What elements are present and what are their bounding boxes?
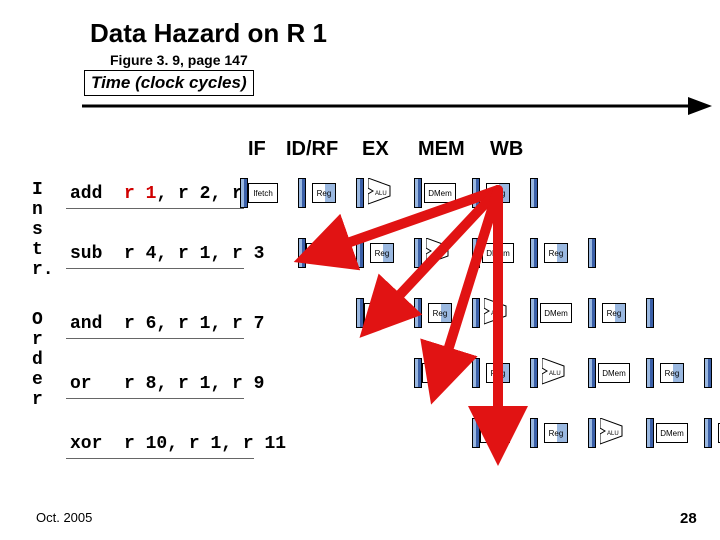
pipeline-latch-bar [530, 238, 538, 268]
pipeline-latch-bar [472, 238, 480, 268]
pipeline-latch-bar [472, 178, 480, 208]
pipeline-latch-bar [472, 418, 480, 448]
pipeline-latch-bar [356, 178, 364, 208]
pipeline-latch-bar [646, 298, 654, 328]
stage-ifetch: Ifetch [422, 363, 452, 383]
alu-icon: ALU [600, 418, 626, 453]
stage-dmem: DMem [656, 423, 688, 443]
stage-reg-read: Reg [544, 423, 568, 443]
stage-reg-write: Reg [660, 363, 684, 383]
stage-reg-write: Reg [602, 303, 626, 323]
pipeline-latch-bar [530, 298, 538, 328]
stage-dmem: DMem [424, 183, 456, 203]
alu-icon: ALU [426, 238, 452, 273]
pipeline-latch-bar [240, 178, 248, 208]
stage-reg-write: Reg [544, 243, 568, 263]
stage-reg-read: Reg [486, 363, 510, 383]
pipeline-latch-bar [646, 418, 654, 448]
pipeline-latch-bar [704, 418, 712, 448]
pipeline-latch-bar [704, 358, 712, 388]
stage-reg-read: Reg [370, 243, 394, 263]
stage-ifetch: Ifetch [364, 303, 394, 323]
stage-dmem: DMem [540, 303, 572, 323]
svg-text:ALU: ALU [549, 371, 561, 377]
pipeline-diagram: Ifetch Reg ALU DMem Reg Ifetch Reg ALU DMem Reg If… [0, 0, 720, 540]
svg-text:ALU: ALU [491, 311, 503, 317]
pipeline-latch-bar [530, 358, 538, 388]
pipeline-latch-bar [414, 298, 422, 328]
pipeline-latch-bar [414, 358, 422, 388]
stage-ifetch: Ifetch [480, 423, 510, 443]
pipeline-latch-bar [472, 358, 480, 388]
pipeline-latch-bar [298, 238, 306, 268]
pipeline-latch-bar [530, 418, 538, 448]
stage-reg-read: Reg [312, 183, 336, 203]
stage-dmem: DMem [482, 243, 514, 263]
stage-reg-write: Reg [486, 183, 510, 203]
footer-page-number: 28 [680, 510, 697, 527]
footer-date: Oct. 2005 [36, 510, 92, 525]
pipeline-latch-bar [472, 298, 480, 328]
stage-ifetch: Ifetch [306, 243, 336, 263]
pipeline-latch-bar [414, 238, 422, 268]
svg-text:ALU: ALU [607, 431, 619, 437]
pipeline-latch-bar [588, 418, 596, 448]
pipeline-latch-bar [298, 178, 306, 208]
alu-icon: ALU [484, 298, 510, 333]
pipeline-latch-bar [588, 298, 596, 328]
svg-text:ALU: ALU [433, 251, 445, 257]
pipeline-latch-bar [588, 358, 596, 388]
stage-dmem: DMem [598, 363, 630, 383]
pipeline-latch-bar [646, 358, 654, 388]
svg-text:ALU: ALU [375, 191, 387, 197]
pipeline-latch-bar [356, 298, 364, 328]
pipeline-latch-bar [588, 238, 596, 268]
stage-ifetch: Ifetch [248, 183, 278, 203]
alu-icon: ALU [542, 358, 568, 393]
alu-icon: ALU [368, 178, 394, 213]
pipeline-latch-bar [414, 178, 422, 208]
pipeline-latch-bar [356, 238, 364, 268]
pipeline-latch-bar [530, 178, 538, 208]
stage-reg-read: Reg [428, 303, 452, 323]
